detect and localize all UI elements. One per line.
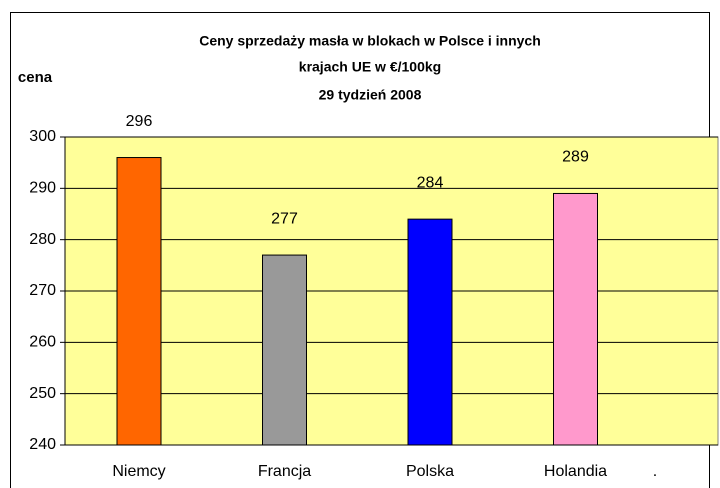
- annotation: .: [653, 463, 657, 480]
- bar: [262, 254, 307, 446]
- y-tick-label: 300: [29, 128, 56, 145]
- y-tick-label: 280: [29, 231, 56, 248]
- data-label: 284: [417, 174, 444, 191]
- x-tick-label: Niemcy: [112, 463, 165, 480]
- data-label: 296: [126, 113, 153, 130]
- x-tick-label: Polska: [406, 463, 454, 480]
- y-axis-label: cena: [18, 69, 53, 86]
- y-tick-label: 270: [29, 282, 56, 299]
- x-tick-label: Holandia: [544, 463, 607, 480]
- y-tick-label: 260: [29, 334, 56, 351]
- data-label: 289: [562, 149, 589, 166]
- y-tick-label: 240: [29, 436, 56, 453]
- y-tick-label: 290: [29, 180, 56, 197]
- chart-title: Ceny sprzedaży masła w blokach w Polsce …: [199, 33, 541, 49]
- y-tick-label: 250: [29, 385, 56, 402]
- chart-title: krajach UE w €/100kg: [299, 59, 441, 75]
- data-label: 277: [271, 210, 298, 227]
- bar: [407, 218, 453, 446]
- chart-title: 29 tydzień 2008: [319, 87, 422, 103]
- bar: [116, 157, 162, 446]
- bar: [553, 192, 598, 446]
- x-tick-label: Francja: [258, 463, 311, 480]
